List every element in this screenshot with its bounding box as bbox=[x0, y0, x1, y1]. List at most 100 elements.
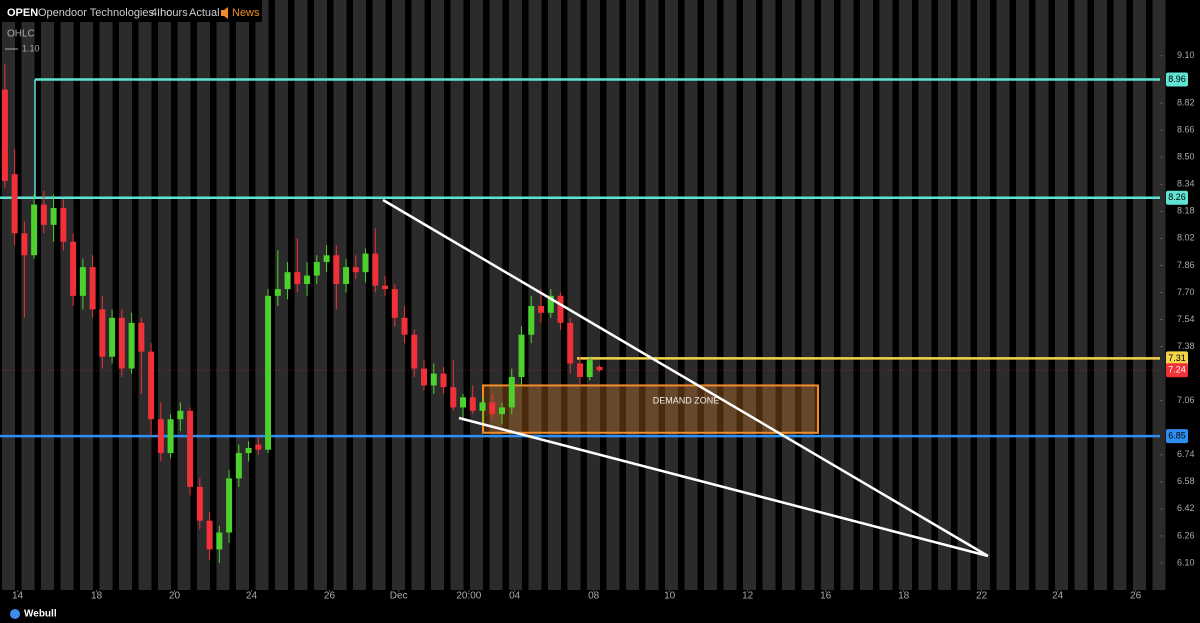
session-stripe bbox=[411, 0, 425, 590]
candle-body bbox=[196, 486, 203, 521]
last-price-label: 7.24 bbox=[1168, 365, 1186, 375]
session-stripes bbox=[2, 0, 1166, 590]
session-stripe bbox=[840, 0, 854, 590]
session-stripe bbox=[158, 0, 171, 590]
session-stripe bbox=[743, 0, 756, 590]
demand-zone bbox=[482, 384, 819, 434]
level-price-label: 6.85 bbox=[1168, 431, 1186, 441]
session-stripe bbox=[1055, 0, 1068, 590]
session-stripe bbox=[392, 0, 405, 590]
session-stripe bbox=[372, 0, 386, 590]
session-stripe bbox=[41, 0, 54, 590]
candle-body bbox=[313, 262, 320, 276]
x-tick-label: 08 bbox=[588, 591, 600, 602]
x-tick-label: 26 bbox=[1130, 591, 1142, 602]
session-stripe bbox=[216, 0, 230, 590]
session-stripe bbox=[626, 0, 639, 590]
x-tick-label: 04 bbox=[509, 591, 521, 602]
session-stripe bbox=[275, 0, 288, 590]
candle-body bbox=[118, 317, 125, 369]
candle-body bbox=[450, 387, 457, 408]
session-stripe bbox=[879, 0, 893, 590]
session-stripe bbox=[801, 0, 815, 590]
candle-body bbox=[528, 305, 535, 335]
candle-body bbox=[70, 241, 77, 296]
session-stripe bbox=[704, 0, 717, 590]
candle-body bbox=[596, 366, 603, 371]
indicator-label: OHLC bbox=[7, 29, 35, 40]
session-stripe bbox=[645, 0, 659, 590]
level-price-box bbox=[1166, 351, 1188, 366]
company-name: Opendoor Technologies Inc bbox=[38, 7, 172, 19]
candle-body bbox=[430, 373, 437, 386]
candle-body bbox=[421, 368, 428, 386]
candle-body bbox=[479, 402, 486, 411]
session-stripe bbox=[470, 0, 483, 590]
x-tick-label: 14 bbox=[12, 591, 24, 602]
session-stripe bbox=[684, 0, 698, 590]
candle-body bbox=[508, 376, 515, 408]
session-stripe bbox=[1133, 0, 1146, 590]
x-tick-label: 10 bbox=[664, 591, 676, 602]
x-tick-label: Dec bbox=[390, 591, 408, 602]
session-stripe bbox=[1152, 0, 1166, 590]
candle-body bbox=[460, 397, 467, 408]
candle-body bbox=[89, 267, 96, 310]
session-stripe bbox=[665, 0, 678, 590]
candle-body bbox=[187, 410, 194, 487]
brand-logo bbox=[10, 609, 20, 619]
candle-body bbox=[157, 419, 164, 454]
y-tick-label: 6.58 bbox=[1177, 476, 1195, 486]
candle-body bbox=[50, 207, 57, 225]
session-stripe bbox=[119, 0, 132, 590]
y-tick-label: 7.54 bbox=[1177, 314, 1195, 324]
candle-body bbox=[586, 360, 593, 377]
level-price-label: 8.26 bbox=[1168, 192, 1186, 202]
trend-line bbox=[458, 416, 989, 558]
candle-body bbox=[362, 253, 369, 273]
y-tick-label: 8.66 bbox=[1177, 125, 1195, 135]
session-stripe bbox=[996, 0, 1010, 590]
candle-body bbox=[411, 334, 418, 369]
session-stripe bbox=[509, 0, 522, 590]
candle-body bbox=[304, 275, 311, 285]
session-stripe bbox=[899, 0, 912, 590]
session-stripe bbox=[99, 0, 113, 590]
news-icon bbox=[221, 7, 228, 19]
session-stripe bbox=[236, 0, 249, 590]
session-stripe bbox=[255, 0, 269, 590]
session-stripe bbox=[567, 0, 581, 590]
candle-body bbox=[245, 447, 252, 454]
candle-body bbox=[11, 174, 18, 234]
candle-body bbox=[138, 322, 145, 352]
x-tick-label: 12 bbox=[742, 591, 754, 602]
candle-body bbox=[391, 289, 398, 318]
y-tick-label: 7.38 bbox=[1177, 341, 1195, 351]
candle-body bbox=[518, 334, 525, 377]
x-tick-label: 24 bbox=[1052, 591, 1064, 602]
session-stripe bbox=[1035, 0, 1049, 590]
level-price-box bbox=[1166, 190, 1188, 205]
x-tick-label: 22 bbox=[976, 591, 988, 602]
candle-body bbox=[128, 322, 135, 369]
y-tick-label: 8.82 bbox=[1177, 97, 1195, 107]
brand: Webull bbox=[24, 609, 57, 620]
session-stripe bbox=[762, 0, 776, 590]
candle-body bbox=[255, 444, 262, 450]
session-stripe bbox=[450, 0, 464, 590]
y-tick-label: 7.06 bbox=[1177, 395, 1195, 405]
candle-body bbox=[206, 520, 213, 550]
news-link[interactable]: News bbox=[232, 7, 260, 19]
session-stripe bbox=[1094, 0, 1107, 590]
plot: DEMAND ZONE bbox=[0, 64, 1160, 563]
level-price-label: 8.96 bbox=[1168, 74, 1186, 84]
candle-body bbox=[31, 204, 38, 256]
last-price-box bbox=[1166, 363, 1188, 378]
session-stripe bbox=[333, 0, 347, 590]
candle-body bbox=[557, 295, 564, 323]
session-stripe bbox=[528, 0, 542, 590]
candle-body bbox=[40, 204, 47, 225]
session-stripe bbox=[723, 0, 737, 590]
